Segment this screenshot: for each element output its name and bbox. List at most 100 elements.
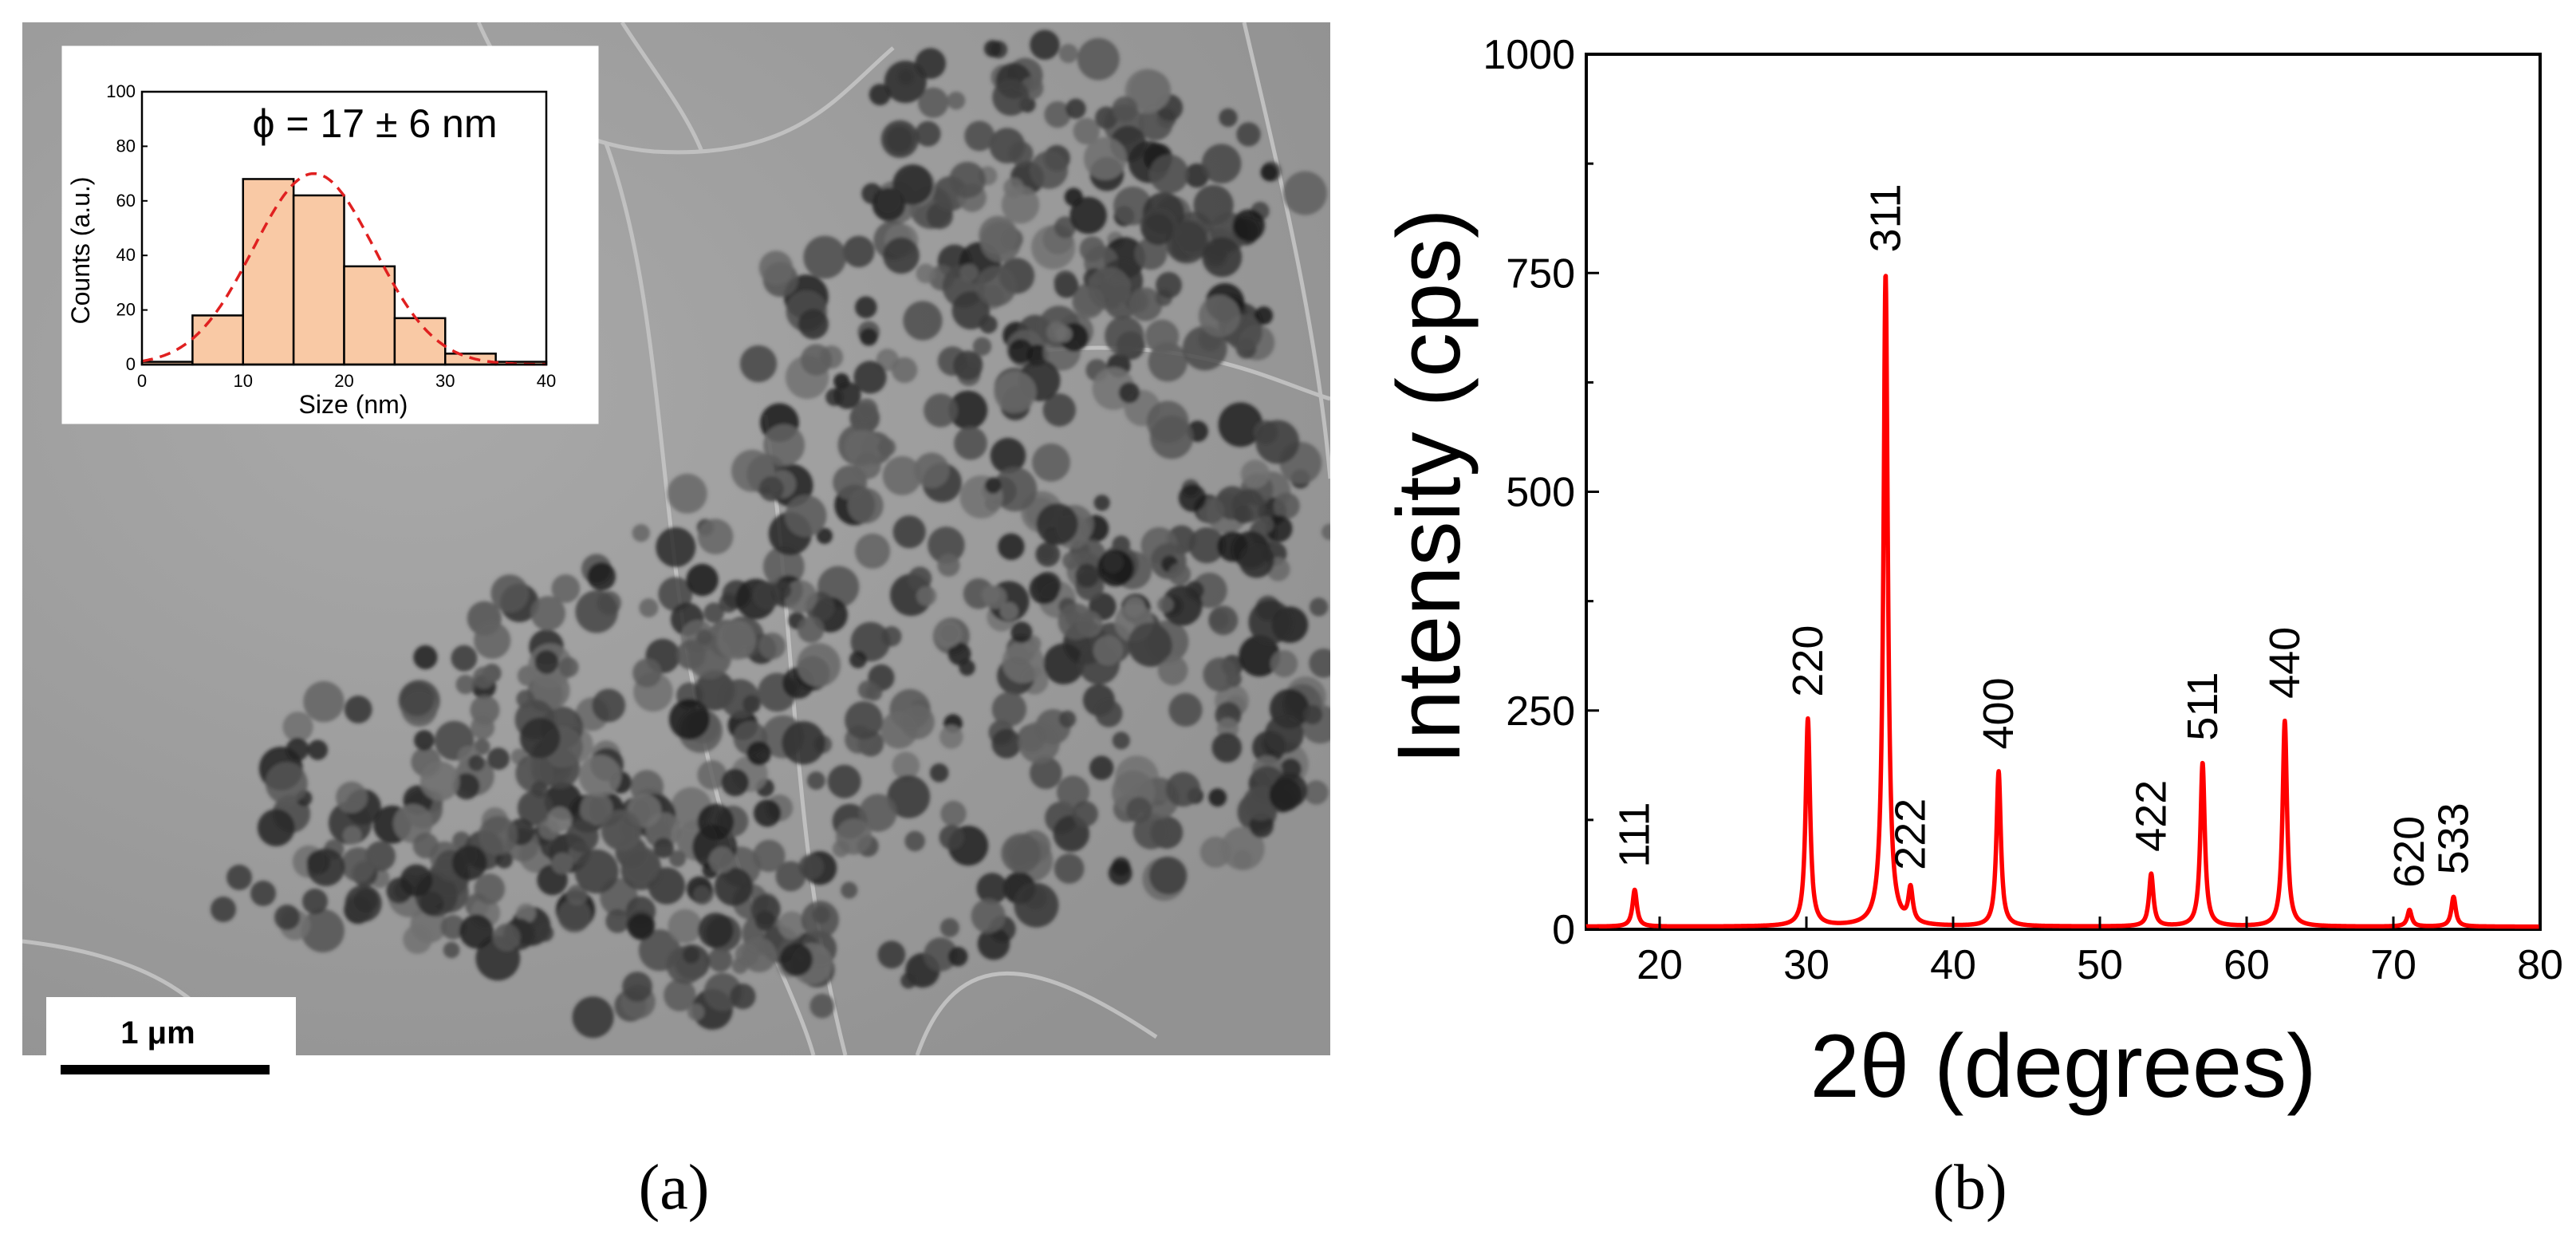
nanoparticle [658, 577, 693, 612]
xrd-y-tick-label: 500 [1506, 470, 1575, 516]
nanoparticle [474, 739, 490, 755]
nanoparticle [845, 701, 883, 739]
nanoparticle [959, 659, 975, 676]
nanoparticle [1054, 854, 1085, 884]
xrd-x-tick-label: 50 [2077, 942, 2123, 988]
nanoparticle [687, 1003, 705, 1021]
nanoparticle [1188, 527, 1225, 564]
nanoparticle [949, 161, 986, 199]
nanoparticle [696, 629, 713, 645]
nanoparticle [536, 924, 554, 942]
nanoparticle [1032, 443, 1070, 482]
xrd-pattern-line [1584, 274, 2543, 929]
nanoparticle [915, 120, 941, 147]
nanoparticle [798, 854, 824, 880]
nanoparticle [1157, 655, 1188, 686]
nanoparticle [827, 764, 861, 798]
nanoparticle [601, 810, 642, 851]
nanoparticle [419, 761, 460, 802]
nanoparticle [939, 825, 964, 850]
nanoparticle [877, 438, 896, 457]
nanoparticle [274, 905, 300, 930]
nanoparticle [1055, 325, 1073, 343]
nanoparticle [451, 845, 487, 881]
nanoparticle [551, 574, 581, 603]
nanoparticle [947, 91, 966, 110]
nanoparticle [587, 562, 616, 591]
nanoparticle [226, 865, 252, 890]
nanoparticle [1042, 393, 1077, 427]
nanoparticle [668, 909, 703, 944]
nanoparticle [977, 927, 1010, 960]
nanoparticle [1255, 420, 1300, 464]
nanoparticle [876, 188, 901, 214]
nanoparticle [1075, 563, 1099, 588]
nanoparticle [992, 78, 1030, 116]
nanoparticle [869, 84, 891, 106]
nanoparticle [1240, 459, 1270, 489]
nanoparticle [940, 800, 967, 827]
nanoparticle [419, 891, 444, 916]
nanoparticle [849, 651, 867, 668]
nanoparticle [519, 718, 561, 759]
nanoparticle [916, 263, 935, 284]
nanoparticle [883, 237, 920, 274]
nanoparticle [1185, 581, 1204, 600]
nanoparticle [656, 527, 696, 567]
nanoparticle [884, 61, 927, 104]
histogram-bar [343, 265, 396, 366]
nanoparticle [1113, 186, 1152, 226]
nanoparticle [854, 451, 881, 479]
nanoparticle [916, 585, 937, 606]
nanoparticle [991, 728, 1022, 759]
nanoparticle [900, 704, 935, 739]
nanoparticle [1149, 856, 1188, 895]
nanoparticle [1030, 151, 1069, 189]
nanoparticle [836, 818, 872, 855]
nanoparticle [698, 913, 734, 948]
nanoparticle [343, 826, 362, 845]
nanoparticle [336, 781, 368, 814]
nanoparticle [211, 897, 236, 922]
nanoparticle [574, 849, 619, 894]
nanoparticle [1095, 106, 1118, 129]
nanoparticle [566, 885, 588, 906]
nanoparticle [721, 768, 750, 797]
nanoparticle [928, 526, 965, 564]
nanoparticle [782, 721, 825, 765]
nanoparticle [806, 771, 825, 790]
nanoparticle [964, 120, 995, 152]
nanoparticle [1201, 144, 1242, 183]
nanoparticle [753, 839, 786, 873]
nanoparticle [1273, 492, 1300, 519]
nanoparticle [479, 815, 518, 855]
nanoparticle [990, 437, 1026, 474]
nanoparticle [1125, 69, 1170, 114]
nanoparticle [1093, 635, 1123, 666]
nanoparticle-aggregate [211, 30, 1330, 1039]
nanoparticle [742, 695, 761, 714]
nanoparticle [985, 477, 1002, 494]
nanoparticle [487, 747, 510, 771]
nanoparticle [1001, 833, 1042, 873]
nanoparticle [490, 574, 529, 613]
xrd-chart: 20 30 40 50 60 70 80 0 250 500 750 1000 111 220 311 222… [1379, 32, 2563, 1116]
nanoparticle [459, 914, 494, 949]
nanoparticle [669, 699, 710, 740]
nanoparticle [1321, 523, 1330, 541]
nanoparticle [714, 867, 754, 906]
nanoparticle [493, 923, 521, 952]
nanoparticle [1126, 797, 1152, 823]
size-histogram-inset: 0 10 20 30 40 0 20 40 60 80 100 ϕ = 17 ± 6 nm Size… [61, 45, 599, 424]
nanoparticle [531, 781, 548, 798]
nanoparticle [632, 658, 662, 688]
nanoparticle [471, 715, 495, 740]
nanoparticle [778, 911, 806, 940]
nanoparticle [683, 946, 700, 964]
hist-x-tick-label: 40 [537, 371, 556, 391]
nanoparticle [1010, 621, 1033, 644]
nanoparticle [800, 344, 833, 376]
xrd-y-tick-label: 750 [1506, 250, 1575, 297]
nanoparticle [1036, 503, 1078, 546]
nanoparticle [947, 946, 968, 967]
